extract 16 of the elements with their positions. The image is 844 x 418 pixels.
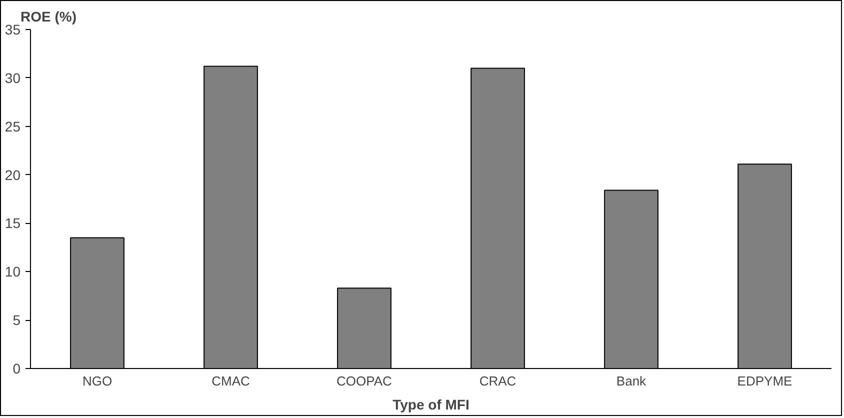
x-tick-label: Bank bbox=[616, 374, 647, 388]
y-tick-label: 5 bbox=[12, 312, 21, 328]
y-tick-label: 15 bbox=[4, 215, 21, 232]
y-axis-title: ROE (%) bbox=[20, 8, 76, 24]
y-tick-label: 0 bbox=[12, 360, 21, 376]
x-tick-label: CMAC bbox=[212, 374, 250, 388]
x-tick-label: CRAC bbox=[479, 374, 516, 388]
y-tick-label: 20 bbox=[4, 166, 21, 183]
y-tick-label: 35 bbox=[4, 22, 21, 38]
x-tick-label: EDPYME bbox=[737, 374, 793, 388]
x-axis-title: Type of MFI bbox=[392, 396, 470, 412]
y-tick-label: 25 bbox=[4, 118, 21, 134]
x-tick-label: COOPAC bbox=[336, 374, 392, 388]
x-tick-label: NGO bbox=[82, 374, 112, 388]
y-tick-label: 10 bbox=[4, 264, 21, 280]
y-tick-label: 30 bbox=[4, 70, 21, 86]
